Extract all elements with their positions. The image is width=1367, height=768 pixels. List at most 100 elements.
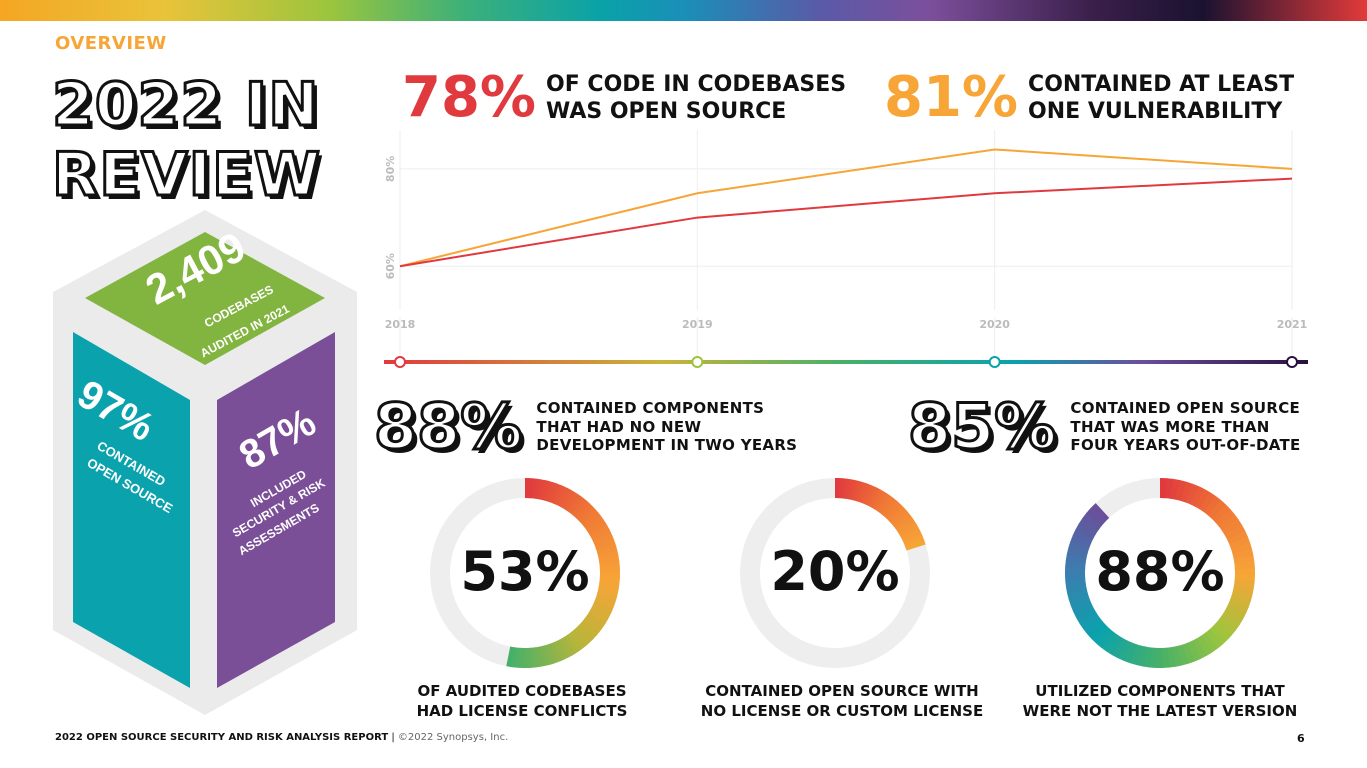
donut-slice-segment [1148, 647, 1158, 668]
outline-stat-line: THAT HAD NO NEW [536, 417, 702, 436]
donut-slice-segment [1106, 634, 1123, 656]
donut-slice-segment [1218, 513, 1239, 532]
donut-slice-segment [1215, 508, 1235, 527]
donut-caption-line: OF AUDITED CODEBASES [417, 682, 627, 700]
donut-slice-segment [1079, 612, 1100, 630]
page-number: 6 [1297, 732, 1305, 745]
headline-stat-open-source: 78% OF CODE IN CODEBASES WAS OPEN SOURCE [402, 70, 846, 126]
donut-slice-segment [1224, 524, 1246, 541]
donut-slice-segment [1072, 529, 1094, 544]
outline-stat-value: 88% [372, 390, 523, 463]
donut-slice-segment [1170, 478, 1181, 500]
donut-slice-segment [1221, 519, 1243, 536]
donut-slice-segment [1227, 599, 1249, 614]
donut-slice-segment [1200, 632, 1218, 653]
headline-stat-line: ONE VULNERABILITY [1028, 99, 1283, 124]
donut-slice-segment [1096, 628, 1115, 649]
donut-caption-line: UTILIZED COMPONENTS THAT [1035, 682, 1285, 700]
outline-stat-line: CONTAINED COMPONENTS [536, 398, 765, 417]
top-gradient-bar [0, 0, 1367, 21]
donut-slice-segment [1225, 604, 1247, 620]
donut-slice-segment [1219, 613, 1240, 631]
chart-series-line [399, 177, 1293, 268]
outline-stat-line: FOUR YEARS OUT-OF-DATE [1070, 436, 1301, 455]
trend-line-chart: 60%80%2018 2019 2020 2021 [384, 130, 1308, 368]
donut-slice-segment [1199, 492, 1217, 513]
donut-license-conflicts [430, 478, 620, 668]
cube-left-face [73, 332, 190, 688]
donut-center-label: 53% [460, 540, 590, 603]
donut-caption-line: WERE NOT THE LATEST VERSION [1022, 701, 1298, 720]
cube-right-face [217, 332, 335, 688]
donut-slice-segment [1117, 640, 1133, 662]
page-title-line1: 2022 IN [50, 69, 320, 142]
donut-slice-segment [1076, 607, 1097, 624]
donut-slice-segment [1142, 646, 1153, 668]
donut-caption: OF AUDITED CODEBASES HAD LICENSE CONFLIC… [362, 682, 682, 721]
donut-not-latest-version [1065, 478, 1255, 668]
page-title-line2: REVIEW [50, 139, 322, 212]
outline-stat-line: DEVELOPMENT IN TWO YEARS [536, 436, 798, 455]
donut-center-label: 20% [770, 540, 900, 603]
headline-stat-line: CONTAINED AT LEAST [1028, 71, 1295, 97]
footer-copyright: ©2022 Synopsys, Inc. [397, 732, 509, 743]
donut-slice-segment [1171, 645, 1183, 667]
donut-slice-segment [1208, 625, 1228, 645]
donut-slice-segment [1175, 480, 1187, 502]
timeline-node [394, 356, 406, 368]
donut-slice-segment [1165, 478, 1175, 499]
headline-stat-vulnerability: 81% CONTAINED AT LEAST ONE VULNERABILITY [884, 70, 1294, 126]
donut-slice-segment [1136, 645, 1147, 667]
chart-ytick-label: 60% [384, 253, 397, 279]
headline-stat-value: 81% [884, 65, 1019, 130]
headline-stat-value: 78% [402, 65, 537, 130]
donut-slice-segment [1186, 640, 1201, 662]
timeline-node [988, 356, 1001, 368]
donut-slice-segment [1196, 635, 1213, 657]
donut-slice-segment [1111, 637, 1128, 659]
donut-slice-segment [1207, 499, 1227, 520]
donut-slice-segment [1176, 644, 1189, 666]
donut-caption-line: HAD LICENSE CONFLICTS [416, 701, 628, 720]
footer-separator: | [388, 732, 398, 743]
donut-slice-segment [1123, 642, 1137, 664]
donut-slice-segment [1190, 486, 1206, 508]
chart-ytick-label: 80% [384, 156, 397, 182]
donut-slice-segment [1086, 620, 1107, 640]
donut-slice-segment [506, 646, 515, 667]
donut-slice-segment [1073, 603, 1095, 619]
donut-caption: CONTAINED OPEN SOURCE WITH NO LICENSE OR… [682, 682, 1002, 721]
donut-caption-line: CONTAINED OPEN SOURCE WITH [705, 682, 979, 700]
donut-slice-segment [1194, 488, 1211, 510]
donut-center-label: 88% [1095, 540, 1225, 603]
donut-slice-segment [905, 542, 926, 551]
outline-stat-no-development: 88% CONTAINED COMPONENTS THAT HAD NO NEW… [372, 390, 798, 463]
donut-caption: UTILIZED COMPONENTS THAT WERE NOT THE LA… [1000, 682, 1320, 721]
outline-stat-line: THAT WAS MORE THAN [1070, 417, 1270, 436]
section-label: OVERVIEW [55, 33, 167, 54]
footer: 2022 OPEN SOURCE SECURITY AND RISK ANALY… [55, 732, 508, 743]
stats-cube [53, 210, 357, 715]
outline-stat-value: 85% [906, 390, 1057, 463]
donut-slice-segment [1075, 523, 1097, 540]
donut-slice-segment [1086, 507, 1106, 526]
outline-stat-out-of-date: 85% CONTAINED OPEN SOURCE THAT WAS MORE … [906, 390, 1301, 463]
donut-slice-segment [1091, 624, 1111, 644]
donut-slice-segment [1101, 631, 1119, 652]
donut-slice-segment [1212, 621, 1233, 641]
timeline-node [691, 356, 704, 368]
donut-no-license [740, 478, 930, 668]
footer-report-title: 2022 OPEN SOURCE SECURITY AND RISK ANALY… [55, 732, 389, 743]
donut-slice-segment [1185, 483, 1200, 505]
outline-stat-line: CONTAINED OPEN SOURCE [1070, 398, 1301, 417]
headline-stat-line: WAS OPEN SOURCE [546, 99, 787, 124]
donut-caption-line: NO LICENSE OR CUSTOM LICENSE [700, 701, 984, 720]
donut-slice-segment [1166, 646, 1177, 668]
chart-series-line [399, 148, 1293, 268]
donut-slice-segment [1082, 616, 1103, 635]
donut-slice-segment [1180, 481, 1194, 503]
donut-slice-segment [1211, 504, 1231, 523]
donut-slice-segment [1181, 642, 1195, 664]
donut-slice-segment [1191, 638, 1207, 660]
donut-slice-segment [1222, 609, 1244, 626]
